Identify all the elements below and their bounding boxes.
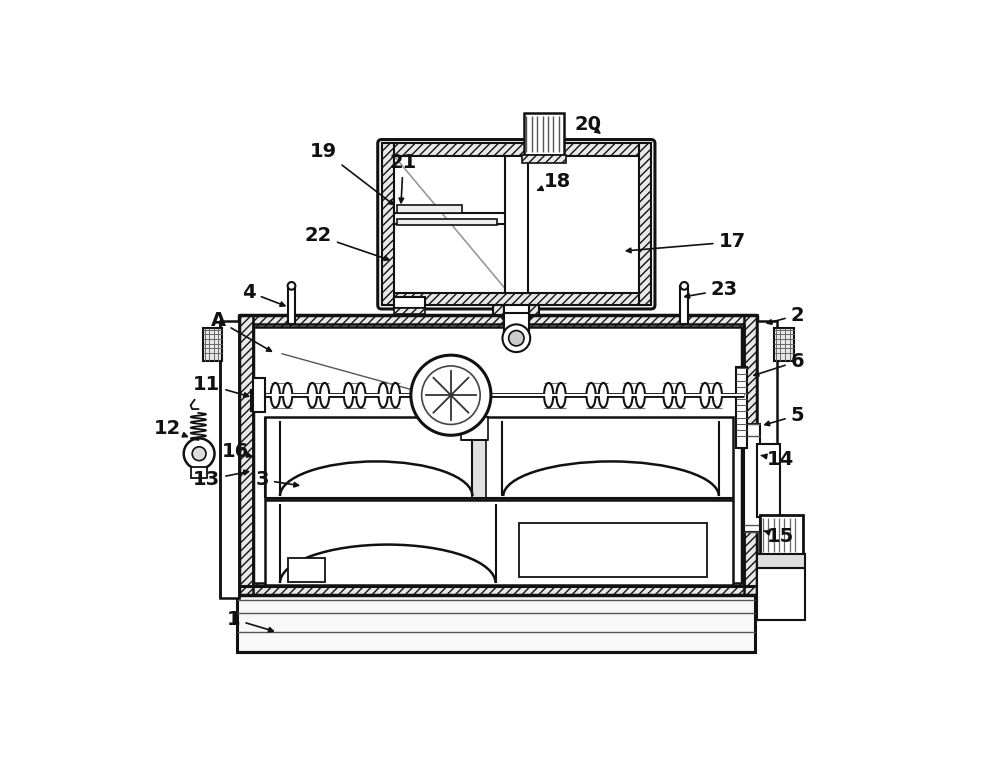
Bar <box>504 305 529 338</box>
Bar <box>203 328 222 360</box>
Circle shape <box>192 447 206 461</box>
Text: 4: 4 <box>242 282 285 307</box>
Circle shape <box>184 438 215 469</box>
Bar <box>760 515 803 555</box>
Ellipse shape <box>308 383 317 408</box>
Bar <box>524 113 564 155</box>
Text: 19: 19 <box>310 142 393 205</box>
Bar <box>237 586 755 652</box>
Ellipse shape <box>700 383 710 408</box>
Bar <box>757 554 805 568</box>
Ellipse shape <box>320 383 329 408</box>
Bar <box>493 305 504 315</box>
Bar <box>529 305 539 315</box>
Text: 22: 22 <box>305 226 389 261</box>
Circle shape <box>422 366 480 425</box>
Bar <box>265 500 733 584</box>
Text: 16: 16 <box>222 442 252 461</box>
Text: 14: 14 <box>761 450 794 468</box>
Bar <box>504 313 529 344</box>
Bar <box>397 219 497 225</box>
Ellipse shape <box>391 383 400 408</box>
Circle shape <box>411 356 491 435</box>
Bar <box>191 467 207 478</box>
Bar <box>239 315 757 328</box>
Circle shape <box>509 331 524 346</box>
Text: 18: 18 <box>538 173 571 191</box>
Ellipse shape <box>271 383 280 408</box>
Bar <box>522 155 566 163</box>
Bar <box>394 308 425 314</box>
Ellipse shape <box>599 383 608 408</box>
Text: 3: 3 <box>256 471 298 489</box>
Bar <box>382 143 651 156</box>
Text: 21: 21 <box>390 153 417 203</box>
Ellipse shape <box>586 383 596 408</box>
Ellipse shape <box>663 383 673 408</box>
Bar <box>461 417 488 440</box>
Bar <box>757 568 805 620</box>
Ellipse shape <box>344 383 353 408</box>
Ellipse shape <box>379 383 388 408</box>
Ellipse shape <box>636 383 645 408</box>
Bar <box>239 315 253 595</box>
Ellipse shape <box>556 383 566 408</box>
Bar <box>757 443 780 517</box>
Ellipse shape <box>356 383 365 408</box>
Bar <box>472 417 486 498</box>
Text: 20: 20 <box>574 114 601 134</box>
Bar <box>251 390 260 412</box>
Text: 17: 17 <box>626 233 746 253</box>
Bar <box>744 425 760 532</box>
Bar <box>519 523 707 577</box>
Text: 6: 6 <box>754 352 804 376</box>
Bar <box>394 297 425 308</box>
Bar <box>288 558 325 582</box>
Bar <box>220 321 239 598</box>
Bar <box>265 417 733 498</box>
Bar <box>774 328 794 360</box>
Bar <box>239 583 757 595</box>
Ellipse shape <box>676 383 685 408</box>
Bar <box>397 205 462 212</box>
Text: 1: 1 <box>227 610 273 632</box>
Bar <box>253 324 742 586</box>
Circle shape <box>680 282 688 289</box>
Bar <box>757 321 777 598</box>
Bar <box>736 366 747 447</box>
Text: 13: 13 <box>193 470 248 489</box>
Text: 12: 12 <box>154 419 187 438</box>
Bar <box>680 286 688 324</box>
Text: 23: 23 <box>685 280 738 300</box>
Bar <box>253 378 265 412</box>
Text: 2: 2 <box>767 306 804 324</box>
Ellipse shape <box>713 383 722 408</box>
Text: 15: 15 <box>764 527 794 545</box>
FancyBboxPatch shape <box>378 139 655 309</box>
Bar <box>744 315 757 595</box>
Ellipse shape <box>283 383 292 408</box>
Text: A: A <box>211 311 271 352</box>
Bar <box>382 143 394 305</box>
Bar <box>639 143 651 305</box>
Bar <box>382 293 651 305</box>
Bar <box>505 156 528 293</box>
Ellipse shape <box>544 383 553 408</box>
Circle shape <box>502 324 530 352</box>
Text: 5: 5 <box>765 405 804 426</box>
Text: 11: 11 <box>193 375 249 398</box>
Ellipse shape <box>623 383 633 408</box>
Bar <box>288 286 295 324</box>
Circle shape <box>288 282 295 289</box>
